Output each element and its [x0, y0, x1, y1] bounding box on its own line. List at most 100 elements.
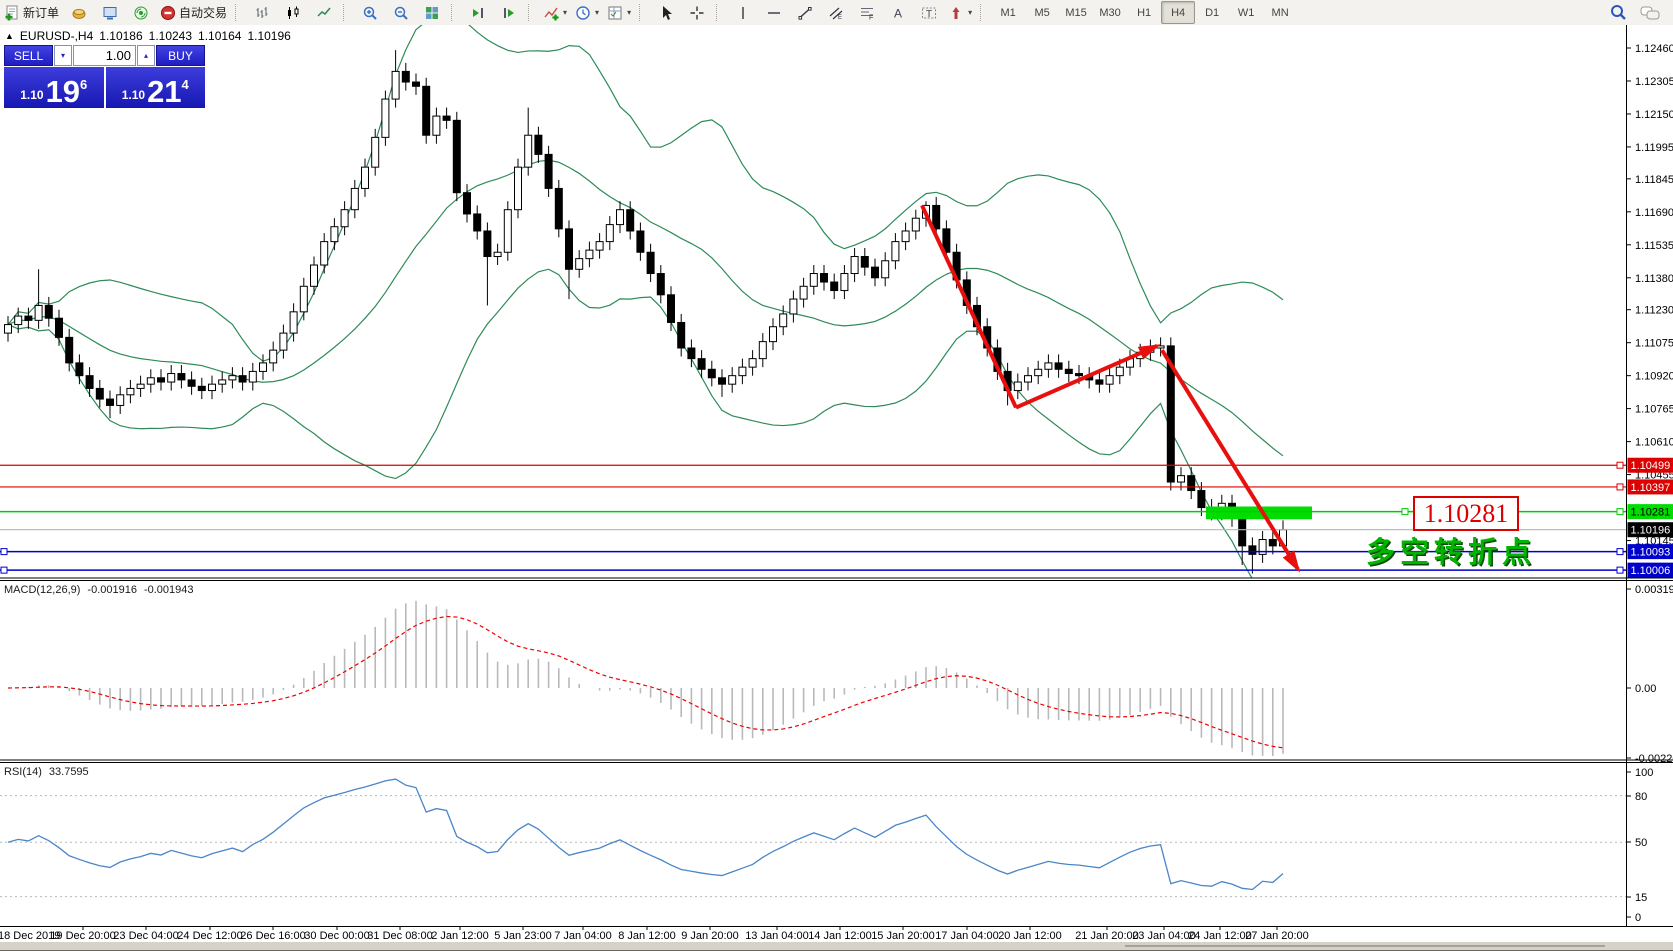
candle-body [1106, 376, 1113, 385]
timeframe-button-D1[interactable]: D1 [1195, 1, 1229, 24]
vertical-line-tool[interactable] [727, 1, 758, 24]
candle-body [96, 388, 103, 399]
line-handle[interactable] [1402, 509, 1408, 515]
rsi-axis-label: 15 [1635, 892, 1647, 904]
template-icon [607, 5, 623, 21]
arrows-tool[interactable]: ▾ [944, 1, 976, 24]
buy-price[interactable]: 1.10 21 4 [106, 67, 206, 108]
tile-windows-button[interactable] [416, 1, 447, 24]
chart-canvas[interactable]: 1.124601.123051.121501.119951.118451.116… [0, 25, 1673, 950]
symbol-name: EURUSD-,H4 [20, 29, 93, 43]
volume-input[interactable] [73, 45, 136, 66]
candle-body [831, 282, 838, 291]
dropdown-caret-icon: ▾ [627, 8, 631, 17]
text-label-tool[interactable]: T [913, 1, 944, 24]
volume-decrease-button[interactable]: ▾ [54, 45, 72, 66]
macd-value-2: -0.001943 [144, 584, 194, 596]
sell-price-big: 19 [46, 77, 80, 106]
terminal-button[interactable] [94, 1, 125, 24]
zoom-out-button[interactable] [385, 1, 416, 24]
horizontal-line-tool[interactable] [758, 1, 789, 24]
toolbar-separator [235, 4, 243, 21]
ohlc-open: 1.10186 [99, 29, 142, 43]
price-axis-label: 1.11230 [1635, 305, 1673, 317]
candle-body [1198, 491, 1205, 508]
chart-shift-icon [501, 5, 517, 21]
timeframe-button-H4[interactable]: H4 [1161, 1, 1195, 24]
svg-text:T: T [926, 9, 932, 20]
trendline-tool[interactable] [789, 1, 820, 24]
candle-body [912, 218, 919, 231]
zoom-in-icon [362, 5, 378, 21]
line-handle[interactable] [1, 549, 7, 555]
time-axis-label: 19 Dec 20:00 [50, 930, 115, 942]
fibonacci-tool[interactable]: F [851, 1, 882, 24]
new-order-button[interactable]: 新订单 [0, 1, 63, 24]
candle-body [1239, 518, 1246, 546]
line-handle[interactable] [1617, 484, 1623, 490]
price-annotation-box[interactable]: 1.10281 [1413, 496, 1519, 531]
rsi-axis-label: 80 [1635, 791, 1647, 803]
signals-button[interactable] [125, 1, 156, 24]
candle-body [311, 265, 318, 286]
chat-button[interactable] [1634, 1, 1665, 24]
indicators-button[interactable]: ▾ [539, 1, 571, 24]
candle-body [107, 399, 114, 405]
volume-increase-button[interactable]: ▴ [137, 45, 155, 66]
sell-price[interactable]: 1.10 19 6 [4, 67, 104, 108]
time-axis-label: 26 Dec 16:00 [240, 930, 305, 942]
line-handle[interactable] [1617, 567, 1623, 573]
candle-body [1025, 376, 1032, 382]
collapse-arrow-icon[interactable]: ▲ [5, 31, 14, 41]
buy-button[interactable]: BUY [156, 45, 205, 66]
time-axis-label: 23 Dec 04:00 [113, 930, 178, 942]
dropdown-caret-icon: ▾ [563, 8, 567, 17]
search-button[interactable] [1603, 1, 1634, 24]
timeframe-button-M5[interactable]: M5 [1025, 1, 1059, 24]
candlestick-chart-button[interactable] [277, 1, 308, 24]
candle-body [688, 348, 695, 359]
search-icon [1610, 4, 1627, 21]
favorites-button[interactable] [63, 1, 94, 24]
candle-body [637, 231, 644, 252]
sell-button[interactable]: SELL [4, 45, 53, 66]
price-badge-label: 1.10499 [1631, 460, 1671, 472]
text-tool[interactable]: A [882, 1, 913, 24]
candle-body [239, 376, 246, 382]
macd-axis-label: 0.00 [1635, 683, 1656, 695]
timeframe-button-H1[interactable]: H1 [1127, 1, 1161, 24]
timeframe-button-M15[interactable]: M15 [1059, 1, 1093, 24]
chart-shift-button[interactable] [493, 1, 524, 24]
macd-axis-label: 0.003193 [1635, 584, 1673, 596]
turning-point-annotation[interactable]: 多空转折点 [1366, 529, 1536, 571]
line-handle[interactable] [1, 567, 7, 573]
timeframe-button-M30[interactable]: M30 [1093, 1, 1127, 24]
candle-body [504, 210, 511, 253]
crosshair-button[interactable] [681, 1, 712, 24]
timeframe-button-M1[interactable]: M1 [991, 1, 1025, 24]
line-chart-button[interactable] [308, 1, 339, 24]
time-axis-label: 14 Jan 12:00 [808, 930, 872, 942]
symbol-info-line[interactable]: ▲ EURUSD-,H4 1.10186 1.10243 1.10164 1.1… [5, 29, 291, 43]
candle-body [933, 205, 940, 228]
timeframe-button-MN[interactable]: MN [1263, 1, 1297, 24]
periods-button[interactable]: ▾ [571, 1, 603, 24]
text-label-icon: T [921, 5, 937, 21]
auto-scroll-button[interactable] [462, 1, 493, 24]
line-handle[interactable] [1617, 509, 1623, 515]
autotrade-button[interactable]: 自动交易 [156, 1, 231, 24]
toolbar-right-group [1603, 1, 1673, 24]
timeframe-button-W1[interactable]: W1 [1229, 1, 1263, 24]
time-axis-label: 23 Jan 04:00 [1132, 930, 1196, 942]
equidistant-channel-tool[interactable]: E [820, 1, 851, 24]
candle-body [117, 395, 124, 406]
bar-chart-button[interactable] [246, 1, 277, 24]
line-handle[interactable] [1617, 549, 1623, 555]
zoom-in-button[interactable] [354, 1, 385, 24]
candle-body [596, 242, 603, 251]
cursor-button[interactable] [650, 1, 681, 24]
line-handle[interactable] [1617, 462, 1623, 468]
templates-button[interactable]: ▾ [603, 1, 635, 24]
macd-value-1: -0.001916 [87, 584, 137, 596]
